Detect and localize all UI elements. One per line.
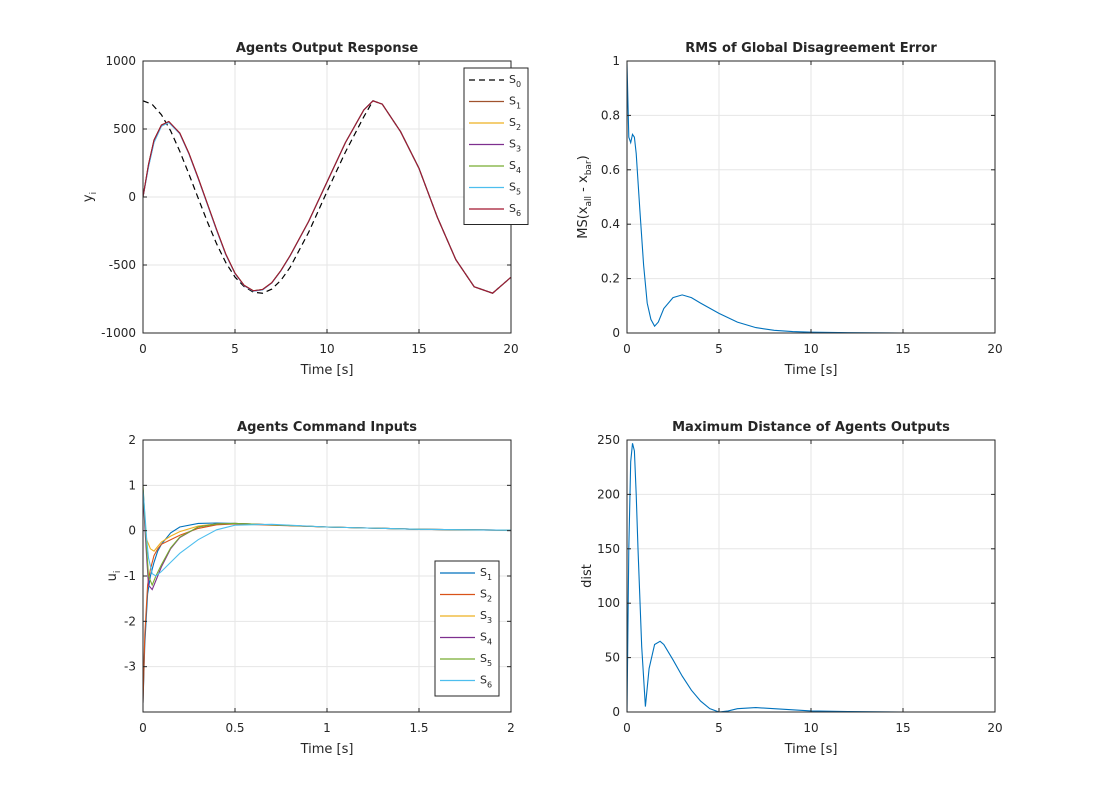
legend-box — [463, 67, 529, 225]
x-tick-label: 0.5 — [225, 721, 244, 735]
legend-label: S0 — [509, 73, 521, 89]
x-axis-label: Time [s] — [784, 742, 838, 757]
tick-labels: 0 0.5 1 1.5 2 -3 -2 -1 0 1 2 — [124, 433, 515, 735]
legend: S1 S2 S3 S4 S5 S6 — [434, 560, 500, 697]
y-axis-label: dist — [580, 564, 595, 588]
y-tick-label: 0 — [612, 705, 620, 719]
panel-rms-error: RMS of Global Disagreement Error 0 5 10 15 2… — [576, 41, 1003, 378]
x-tick-label: 5 — [715, 721, 723, 735]
y-tick-label: -1000 — [101, 326, 136, 340]
x-tick-label: 20 — [987, 342, 1002, 356]
legend-label: S2 — [480, 588, 492, 604]
y-tick-label: 1000 — [105, 54, 136, 68]
x-tick-label: 15 — [895, 721, 910, 735]
y-tick-label: -2 — [124, 614, 136, 628]
legend-label: S1 — [509, 95, 521, 111]
y-axis-label: ui — [105, 571, 123, 582]
y-axis-label: MS(xall - xbar) — [576, 155, 594, 238]
tick-labels: 0 5 10 15 20 0 0.2 0.4 0.6 0.8 1 — [601, 54, 1003, 356]
tick-labels: 0 5 10 15 20 -1000 -500 0 500 1000 — [101, 54, 519, 356]
x-tick-label: 15 — [411, 342, 426, 356]
legend-label: S6 — [509, 202, 521, 218]
x-axis-label: Time [s] — [300, 742, 354, 757]
y-tick-label: 1 — [612, 54, 620, 68]
y-tick-label: 50 — [605, 651, 620, 665]
x-tick-label: 0 — [623, 721, 631, 735]
y-tick-label: 150 — [597, 542, 620, 556]
x-tick-label: 10 — [319, 342, 334, 356]
panel-command-inputs: Agents Command Inputs 0 0.5 1 1.5 2 -3 -2 -1 0 1 2… — [105, 420, 515, 757]
series-line-s6 — [143, 489, 511, 577]
x-tick-label: 5 — [715, 342, 723, 356]
x-tick-label: 5 — [231, 342, 239, 356]
y-tick-label: 0 — [128, 190, 136, 204]
chart-title: Agents Command Inputs — [237, 420, 417, 435]
series-group — [143, 485, 511, 703]
series-group — [143, 100, 511, 294]
x-tick-label: 0 — [139, 342, 147, 356]
y-tick-label: 0 — [128, 524, 136, 538]
legend-label: S1 — [480, 566, 492, 582]
panel-output-response: Agents Output Response 0 5 10 15 20 -1000 -500… — [81, 41, 529, 378]
y-tick-label: 250 — [597, 433, 620, 447]
series-group — [627, 443, 995, 712]
x-tick-label: 1.5 — [409, 721, 428, 735]
y-tick-label: -3 — [124, 660, 136, 674]
x-tick-label: 1 — [323, 721, 331, 735]
chart-title: Agents Output Response — [236, 41, 419, 56]
x-axis-label: Time [s] — [784, 363, 838, 378]
y-tick-label: 500 — [113, 122, 136, 136]
legend-label: S4 — [509, 159, 521, 175]
legend-label: S3 — [509, 138, 521, 154]
grid — [626, 60, 996, 334]
x-tick-label: 0 — [623, 342, 631, 356]
y-tick-label: 0.8 — [601, 108, 620, 122]
legend-label: S3 — [480, 609, 492, 625]
y-tick-label: 0.6 — [601, 163, 620, 177]
y-tick-label: -500 — [109, 258, 136, 272]
y-tick-label: 0.2 — [601, 272, 620, 286]
series-line-s6 — [143, 100, 511, 294]
series-group — [627, 63, 995, 333]
x-tick-label: 0 — [139, 721, 147, 735]
x-tick-label: 20 — [503, 342, 518, 356]
x-tick-label: 10 — [803, 342, 818, 356]
y-tick-label: -1 — [124, 569, 136, 583]
series-line-main — [627, 63, 995, 333]
y-axis-label: yi — [81, 192, 99, 202]
y-tick-label: 2 — [128, 433, 136, 447]
panel-max-distance: Maximum Distance of Agents Outputs 0 5 10 1… — [580, 420, 1003, 757]
legend-box — [434, 560, 500, 697]
y-tick-label: 200 — [597, 487, 620, 501]
y-tick-label: 0 — [612, 326, 620, 340]
chart-title: Maximum Distance of Agents Outputs — [672, 420, 950, 435]
legend-label: S5 — [509, 181, 521, 197]
y-tick-label: 1 — [128, 478, 136, 492]
x-tick-label: 15 — [895, 342, 910, 356]
legend-label: S2 — [509, 116, 521, 132]
x-axis-label: Time [s] — [300, 363, 354, 378]
legend-label: S5 — [480, 652, 492, 668]
chart-title: RMS of Global Disagreement Error — [685, 41, 937, 56]
y-tick-label: 0.4 — [601, 217, 620, 231]
x-tick-label: 2 — [507, 721, 515, 735]
legend: S0 S1 S2 S3 S4 S5 S6 — [463, 67, 529, 225]
series-line-main — [627, 443, 995, 712]
x-tick-label: 10 — [803, 721, 818, 735]
y-tick-label: 100 — [597, 596, 620, 610]
legend-label: S6 — [480, 674, 492, 690]
legend-label: S4 — [480, 631, 492, 647]
x-tick-label: 20 — [987, 721, 1002, 735]
grid — [626, 439, 996, 713]
